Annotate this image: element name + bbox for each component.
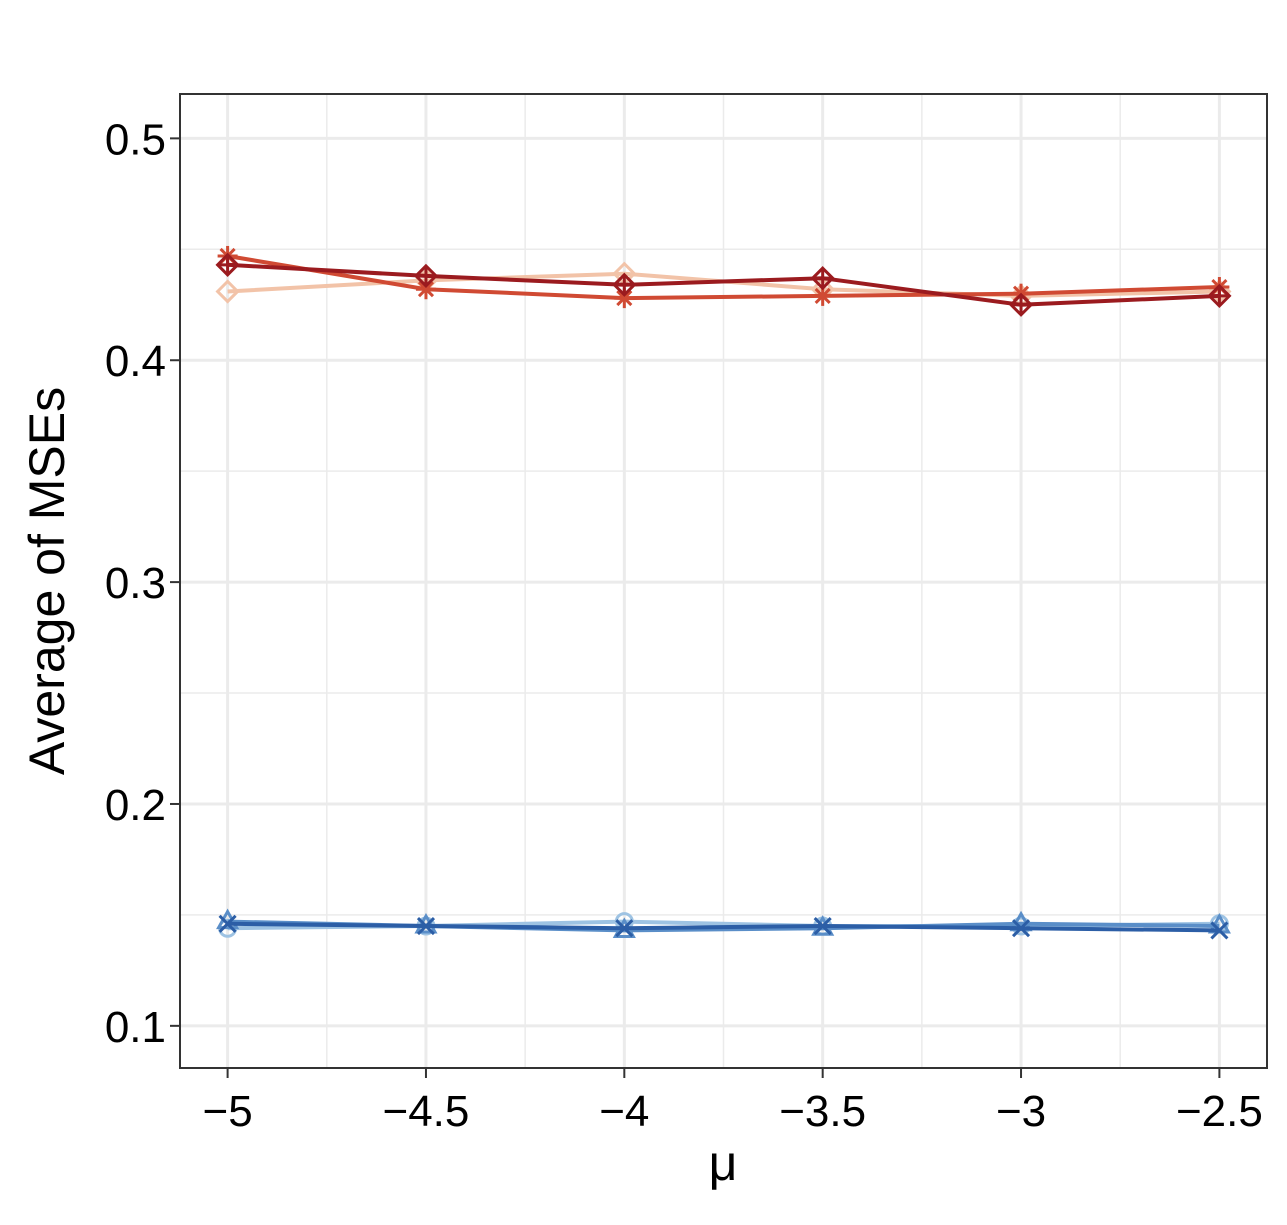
marker-asterisk-d2 (417, 281, 435, 298)
data-point (813, 916, 832, 936)
data-point (413, 263, 439, 289)
y-tick-label: 0.3 (105, 559, 166, 608)
series-line (227, 262, 1220, 307)
y-tick-label: 0.2 (105, 781, 166, 830)
data-point (218, 914, 237, 933)
marker-x-2 (218, 914, 237, 933)
marker-x-2 (416, 916, 436, 936)
x-axis-title: μ (709, 1135, 738, 1191)
x-tick-label: −3.5 (779, 1087, 866, 1136)
marker-diamond (215, 279, 240, 304)
x-tick-label: −5 (203, 1087, 253, 1136)
data-point (415, 279, 436, 300)
data-point (416, 916, 436, 936)
data-point (810, 266, 835, 291)
data-point (215, 252, 240, 277)
y-tick-label: 0.1 (105, 1003, 166, 1052)
series-line (227, 254, 1220, 301)
data-point (1207, 283, 1232, 309)
marker-x-2 (615, 919, 634, 938)
data-point (1210, 921, 1229, 940)
data-point (612, 272, 637, 297)
x-tick-label: −3 (996, 1087, 1046, 1136)
marker-asterisk-d2 (814, 287, 831, 304)
series-line (227, 921, 1220, 933)
plot-border (179, 93, 1268, 1069)
x-tick-label: −2.5 (1176, 1087, 1263, 1136)
marker-asterisk-d2 (616, 290, 633, 307)
data-point (215, 279, 240, 304)
data-point (812, 285, 833, 306)
marker-x-2 (1210, 921, 1229, 940)
marker-x-2 (813, 916, 832, 936)
series-layer (215, 245, 1232, 940)
data-point (1008, 292, 1034, 317)
series-3 (215, 252, 1232, 317)
data-point (615, 919, 634, 938)
series-6 (218, 914, 1229, 940)
axes: −5 −4.5 −4 −3.5 −3 −2.5 0.1 0.2 0.3 0.4 0.5 (105, 115, 1263, 1136)
grid (180, 94, 1267, 1068)
y-tick-label: 0.5 (105, 115, 166, 164)
x-tick-label: −4.5 (383, 1087, 470, 1136)
data-point (1011, 919, 1031, 938)
marker-x-2 (1011, 919, 1031, 938)
y-axis-title: Average of MSEs (19, 387, 75, 775)
x-tick-label: −4 (599, 1087, 649, 1136)
y-tick-label: 0.4 (105, 337, 166, 386)
